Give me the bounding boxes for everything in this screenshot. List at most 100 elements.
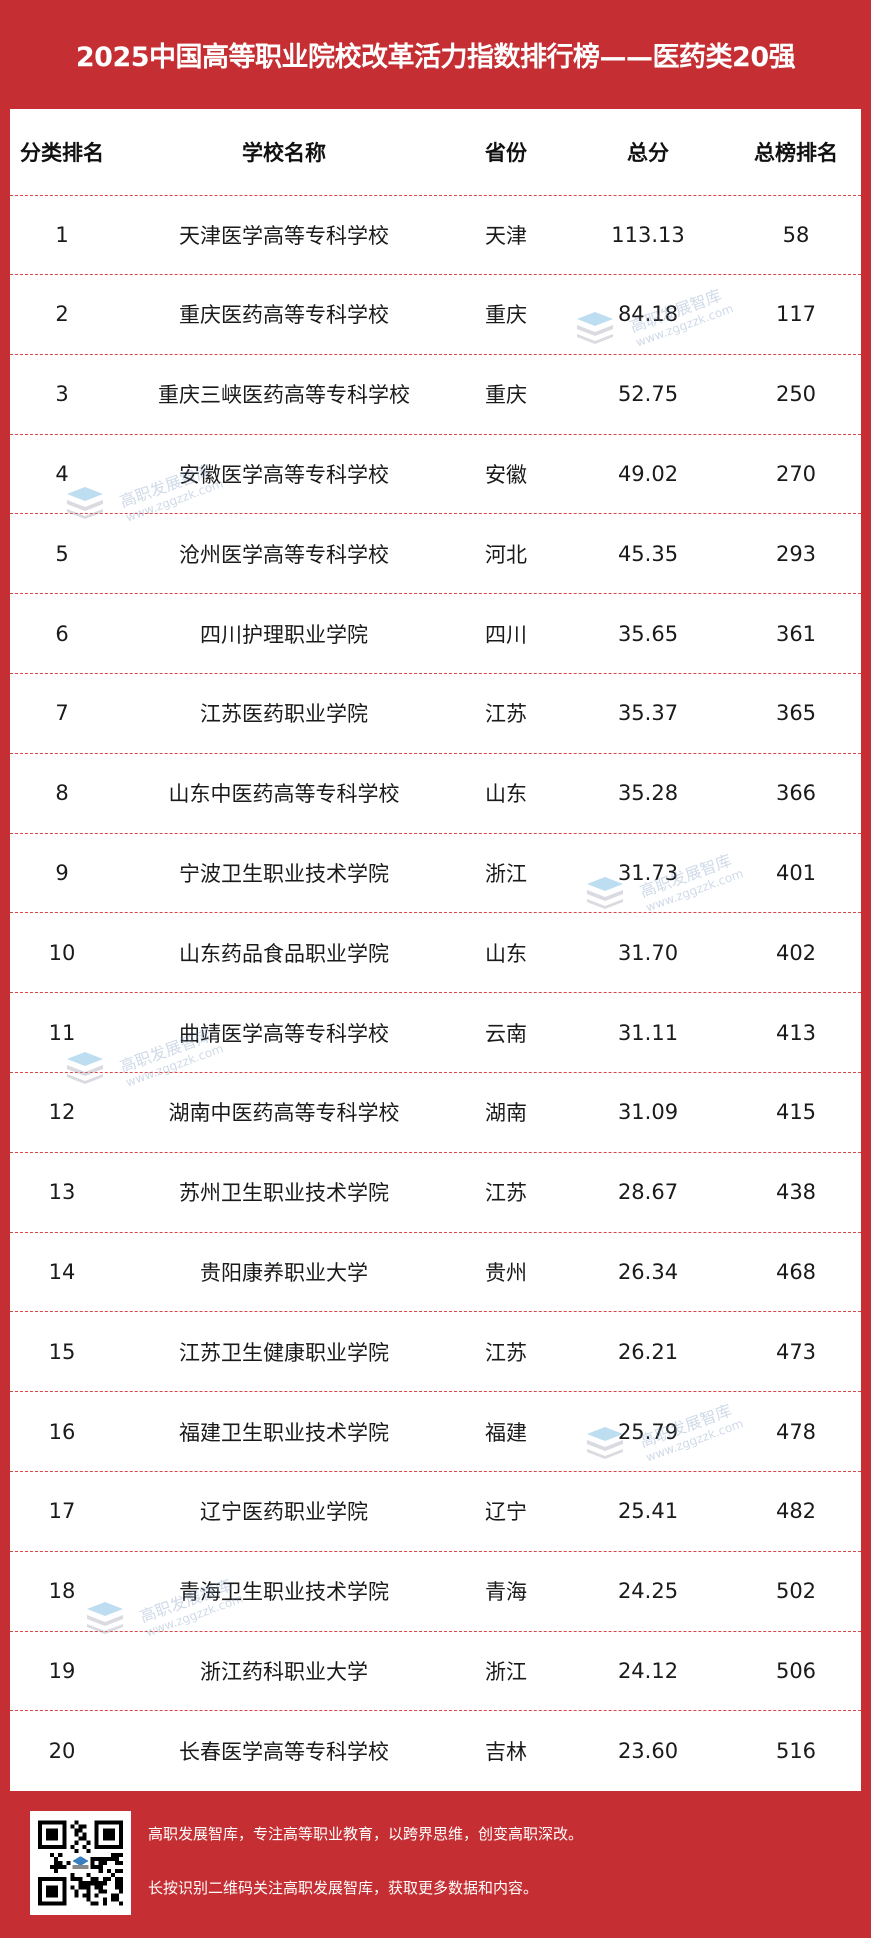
cell-overall-rank: 365 <box>775 701 817 726</box>
table-row: 7 江苏医药职业学院 江苏 35.37 365 <box>10 674 861 754</box>
cell-overall-rank: 58 <box>782 222 810 247</box>
cell-overall-rank: 117 <box>775 302 817 327</box>
table-row: 20 长春医学高等专科学校 吉林 23.60 516 <box>10 1711 861 1792</box>
cell-overall-rank: 473 <box>775 1339 817 1364</box>
footer-slogan: 高职发展智库，专注高等职业教育，以跨界思维，创变高职深改。 <box>148 1825 584 1843</box>
cell-overall-rank: 516 <box>775 1738 817 1763</box>
cell-category-rank: 11 <box>48 1020 76 1045</box>
cell-province: 辽宁 <box>485 1500 527 1525</box>
cell-school-name: 江苏卫生健康职业学院 <box>179 1340 389 1365</box>
cell-total-score: 52.75 <box>617 382 679 407</box>
cell-total-score: 23.60 <box>617 1738 679 1763</box>
cell-overall-rank: 361 <box>775 621 817 646</box>
ranking-table: 分类排名 学校名称 省份 总分 总榜排名 1 天津医学高等专科学校 天津 113.13… <box>10 109 861 1792</box>
cell-overall-rank: 293 <box>775 541 817 566</box>
cell-school-name: 四川护理职业学院 <box>200 622 368 647</box>
cell-school-name: 贵阳康养职业大学 <box>200 1260 368 1285</box>
cell-overall-rank: 478 <box>775 1419 817 1444</box>
cell-province: 山东 <box>485 782 527 807</box>
cell-school-name: 湖南中医药高等专科学校 <box>168 1101 400 1126</box>
cell-total-score: 31.70 <box>617 940 679 965</box>
header-overall-rank: 总榜排名 <box>754 141 838 165</box>
cell-category-rank: 9 <box>55 860 69 885</box>
cell-category-rank: 13 <box>48 1180 76 1205</box>
cell-total-score: 31.73 <box>617 860 679 885</box>
cell-overall-rank: 402 <box>775 940 817 965</box>
cell-category-rank: 10 <box>48 940 76 965</box>
cell-school-name: 长春医学高等专科学校 <box>179 1739 389 1764</box>
cell-category-rank: 12 <box>48 1100 76 1125</box>
cell-province: 天津 <box>485 223 527 248</box>
table-row: 2 重庆医药高等专科学校 重庆 84.18 117 <box>10 275 861 355</box>
cell-province: 重庆 <box>485 303 527 328</box>
cell-school-name: 沧州医学高等专科学校 <box>179 542 389 567</box>
cell-total-score: 35.37 <box>617 701 679 726</box>
page-title: 2025中国高等职业院校改革活力指数排行榜——医药类20强 <box>75 42 796 73</box>
cell-overall-rank: 270 <box>775 461 817 486</box>
table-row: 18 青海卫生职业技术学院 青海 24.25 502 <box>10 1552 861 1632</box>
cell-total-score: 25.41 <box>617 1499 679 1524</box>
cell-province: 重庆 <box>485 383 527 408</box>
cell-total-score: 24.12 <box>617 1658 679 1683</box>
cell-overall-rank: 250 <box>775 382 817 407</box>
table-row: 16 福建卫生职业技术学院 福建 25.79 478 <box>10 1392 861 1472</box>
cell-category-rank: 19 <box>48 1658 76 1683</box>
cell-total-score: 84.18 <box>617 302 679 327</box>
cell-total-score: 49.02 <box>617 461 679 486</box>
cell-overall-rank: 438 <box>775 1180 817 1205</box>
header-province: 省份 <box>485 141 527 165</box>
table-row: 1 天津医学高等专科学校 天津 113.13 58 <box>10 195 861 275</box>
cell-province: 福建 <box>485 1420 527 1445</box>
header-school-name: 学校名称 <box>242 141 326 165</box>
table-row: 19 浙江药科职业大学 浙江 24.12 506 <box>10 1631 861 1712</box>
cell-province: 浙江 <box>485 861 527 886</box>
cell-school-name: 江苏医药职业学院 <box>200 702 368 727</box>
cell-category-rank: 5 <box>55 541 69 566</box>
cell-province: 湖南 <box>485 1101 527 1126</box>
cell-school-name: 天津医学高等专科学校 <box>179 223 389 248</box>
cell-category-rank: 7 <box>55 701 69 726</box>
cell-overall-rank: 413 <box>775 1020 817 1045</box>
table-row: 11 曲靖医学高等专科学校 云南 31.11 413 <box>10 993 861 1073</box>
cell-school-name: 安徽医学高等专科学校 <box>179 462 389 487</box>
cell-province: 河北 <box>485 542 527 567</box>
cell-category-rank: 2 <box>55 302 69 327</box>
cell-total-score: 35.28 <box>617 781 679 806</box>
cell-total-score: 26.21 <box>617 1339 679 1364</box>
cell-category-rank: 17 <box>48 1499 76 1524</box>
footer-qr-hint: 长按识别二维码关注高职发展智库，获取更多数据和内容。 <box>148 1879 539 1897</box>
cell-total-score: 113.13 <box>611 222 685 247</box>
cell-province: 青海 <box>485 1580 527 1605</box>
table-row: 14 贵阳康养职业大学 贵州 26.34 468 <box>10 1232 861 1313</box>
cell-province: 江苏 <box>485 702 527 727</box>
qr-code <box>30 1811 131 1915</box>
cell-school-name: 浙江药科职业大学 <box>200 1659 368 1684</box>
table-row: 9 宁波卫生职业技术学院 浙江 31.73 401 <box>10 833 861 914</box>
table-row: 13 苏州卫生职业技术学院 江苏 28.67 438 <box>10 1153 861 1233</box>
cell-overall-rank: 468 <box>775 1259 817 1284</box>
cell-province: 四川 <box>485 622 527 647</box>
cell-province: 江苏 <box>485 1340 527 1365</box>
cell-school-name: 曲靖医学高等专科学校 <box>179 1021 389 1046</box>
table-header: 分类排名 学校名称 省份 总分 总榜排名 <box>10 109 861 196</box>
header-category-rank: 分类排名 <box>20 141 104 165</box>
cell-overall-rank: 366 <box>775 781 817 806</box>
table-row: 5 沧州医学高等专科学校 河北 45.35 293 <box>10 514 861 595</box>
cell-overall-rank: 502 <box>775 1579 817 1604</box>
cell-province: 贵州 <box>485 1260 527 1285</box>
cell-school-name: 山东中医药高等专科学校 <box>168 782 400 807</box>
table-row: 8 山东中医药高等专科学校 山东 35.28 366 <box>10 754 861 834</box>
cell-school-name: 福建卫生职业技术学院 <box>179 1420 389 1445</box>
cell-overall-rank: 506 <box>775 1658 817 1683</box>
cell-school-name: 山东药品食品职业学院 <box>179 941 389 966</box>
cell-category-rank: 6 <box>55 621 69 646</box>
cell-category-rank: 18 <box>48 1579 76 1604</box>
cell-school-name: 重庆医药高等专科学校 <box>179 303 389 328</box>
cell-category-rank: 15 <box>48 1339 76 1364</box>
footer: 高职发展智库，专注高等职业教育，以跨界思维，创变高职深改。 长按识别二维码关注高… <box>0 1791 871 1938</box>
cell-total-score: 45.35 <box>617 541 679 566</box>
cell-category-rank: 20 <box>48 1738 76 1763</box>
table-row: 3 重庆三峡医药高等专科学校 重庆 52.75 250 <box>10 355 861 435</box>
cell-total-score: 26.34 <box>617 1259 679 1284</box>
cell-overall-rank: 401 <box>775 860 817 885</box>
